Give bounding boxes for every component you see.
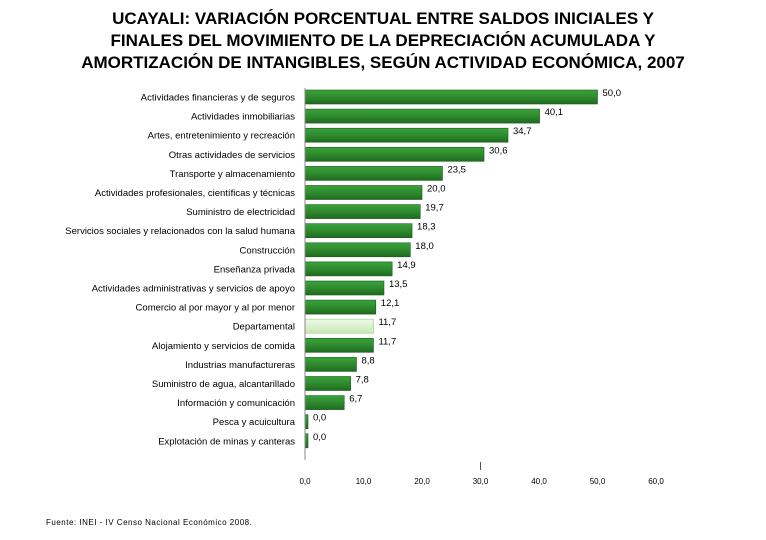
category-label: Pesca y acuicultura (213, 417, 296, 428)
bar (304, 108, 540, 124)
value-label: 23,5 (447, 164, 466, 175)
category-label: Enseñanza privada (214, 264, 296, 275)
category-label: Artes, entretenimiento y recreación (148, 131, 295, 142)
value-label: 11,7 (378, 317, 396, 328)
value-label: 13,5 (389, 279, 408, 290)
category-label: Comercio al por mayor y al por menor (136, 303, 295, 314)
bars-group: Actividades financieras y de seguros 50,0… (65, 88, 622, 449)
value-label: 34,7 (513, 126, 532, 137)
bar (304, 89, 598, 105)
title-line-2: FINALES DEL MOVIMIENTO DE LA DEPRECIACIÓ… (110, 31, 656, 50)
value-label: 11,7 (378, 336, 396, 347)
value-label: 40,1 (545, 107, 564, 118)
category-label: Actividades financieras y de seguros (141, 93, 295, 104)
x-tick-label: 30,0 (473, 477, 489, 486)
title-line-3: AMORTIZACIÓN DE INTANGIBLES, SEGÚN ACTIV… (81, 53, 685, 72)
category-label: Información y comunicación (177, 398, 295, 409)
chart-title: UCAYALI: VARIACIÓN PORCENTUAL ENTRE SALD… (0, 8, 766, 74)
category-label: Actividades inmobiliarias (191, 112, 295, 123)
value-label: 18,0 (415, 241, 434, 252)
bar (304, 318, 374, 334)
bar (304, 261, 393, 277)
bar (304, 127, 509, 143)
bar (304, 280, 385, 296)
category-label: Transporte y almacenamiento (170, 169, 295, 180)
x-tick-label: 0,0 (299, 477, 311, 486)
value-label: 7,8 (356, 375, 369, 386)
value-label: 18,3 (417, 222, 436, 233)
category-label: Suministro de electricidad (186, 207, 295, 218)
bar (304, 395, 345, 410)
category-label: Alojamiento y servicios de comida (152, 341, 296, 352)
bar (304, 204, 421, 219)
bar (304, 185, 423, 200)
value-label: 12,1 (381, 298, 400, 309)
x-tick-label: 50,0 (590, 477, 606, 486)
bar (304, 299, 377, 315)
source-note: Fuente: INEI - IV Censo Nacional Económi… (46, 518, 253, 527)
bar (304, 242, 411, 258)
value-label: 6,7 (349, 394, 362, 405)
x-axis: 0,0 10,0 20,0 30,0 40,0 50,0 60,0 (299, 88, 664, 486)
x-tick-label: 20,0 (414, 477, 430, 486)
value-label: 50,0 (603, 88, 622, 99)
bar (304, 223, 413, 238)
category-label: Industrias manufactureras (185, 360, 295, 371)
bar (304, 147, 485, 162)
value-label: 19,7 (425, 203, 444, 214)
value-label: 20,0 (427, 184, 446, 195)
category-label: Servicios sociales y relacionados con la… (65, 226, 295, 237)
value-label: 30,6 (489, 145, 508, 156)
category-label: Construcción (240, 245, 295, 256)
bar (304, 357, 357, 372)
title-line-1: UCAYALI: VARIACIÓN PORCENTUAL ENTRE SALD… (112, 9, 654, 28)
x-tick-label: 60,0 (648, 477, 664, 486)
bar (304, 337, 374, 353)
bar (304, 166, 443, 181)
category-label: Actividades administrativas y servicios … (92, 284, 295, 295)
value-label: 8,8 (361, 355, 374, 366)
category-label: Otras actividades de servicios (169, 150, 295, 161)
x-tick-label: 40,0 (531, 477, 547, 486)
bar (304, 376, 351, 391)
x-tick-label: 10,0 (356, 477, 372, 486)
category-label: Departamental (233, 322, 295, 333)
value-label: 14,9 (397, 260, 416, 271)
category-label: Explotación de minas y canteras (158, 436, 295, 447)
value-label: 0,0 (313, 413, 326, 424)
category-label: Actividades profesionales, científicas y… (95, 188, 295, 199)
value-label: 0,0 (313, 432, 326, 443)
category-label: Suministro de agua, alcantarillado (152, 379, 295, 390)
